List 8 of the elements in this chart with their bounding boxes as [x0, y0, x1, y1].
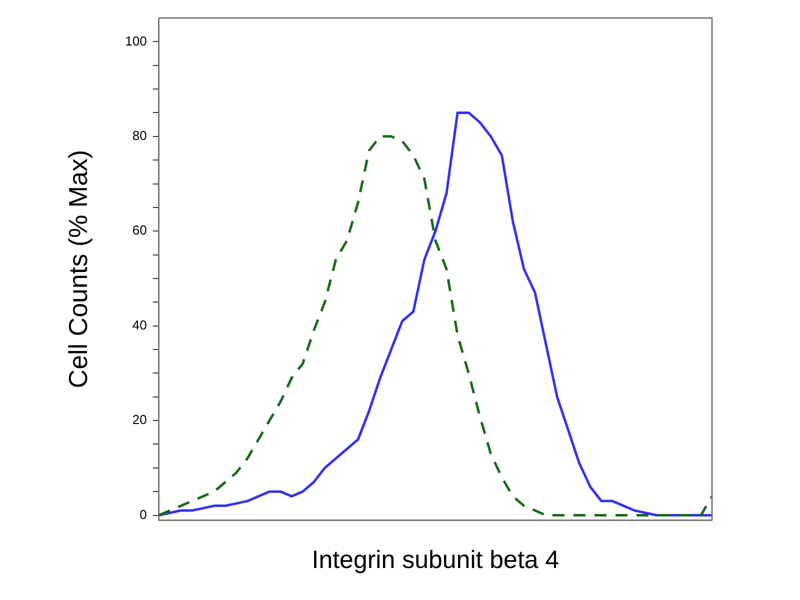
y-tick-label: 100 — [125, 33, 147, 48]
y-tick-label: 40 — [132, 317, 147, 332]
x-axis-title: Integrin subunit beta 4 — [312, 546, 560, 574]
y-tick-label: 20 — [132, 412, 147, 428]
y-tick-label: 80 — [132, 128, 147, 143]
y-tick-label: 0 — [140, 506, 147, 522]
y-tick-label: 60 — [132, 222, 147, 238]
y-axis-title: Cell Counts (% Max) — [62, 150, 93, 388]
